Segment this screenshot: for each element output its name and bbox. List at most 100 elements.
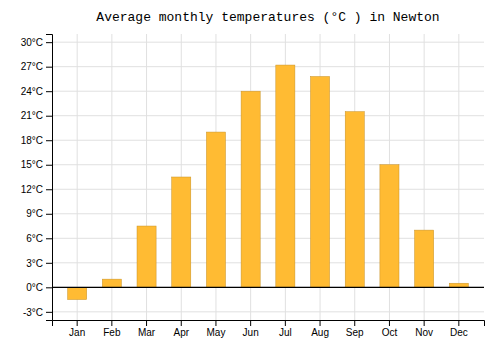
tick: Jun [243,320,259,338]
tick: 6°C [26,233,52,244]
tick-mark [458,320,459,326]
tick: Jan [69,320,85,338]
grid-line [52,287,484,288]
tick-label: 21°C [21,110,43,121]
grid-line [52,164,484,165]
tick-label: Jan [69,327,85,338]
tick: Feb [103,320,121,338]
tick-label: Aug [311,327,329,338]
tick: Jul [279,320,292,338]
tick-mark [320,320,321,326]
tick: -3°C [23,307,52,318]
bar [206,132,225,287]
grid-line [52,66,484,67]
tick-mark [215,320,216,326]
tick-label: Feb [103,327,121,338]
grid-line [458,34,459,320]
tick: Dec [450,320,468,338]
tick-mark [146,320,147,326]
tick-mark [46,238,52,239]
tick-label: -3°C [23,307,43,318]
tick-mark [111,320,112,326]
tick-mark [250,320,251,326]
grid-line [52,91,484,92]
tick-mark [46,140,52,141]
tick: 24°C [21,86,52,97]
tick-mark [46,263,52,264]
bar [102,279,121,287]
tick-label: 0°C [26,282,43,293]
axis-line [53,321,485,327]
tick-mark [389,320,390,326]
title: Average monthly temperatures (°C ) in Ne… [96,10,439,25]
tick-mark [46,165,52,166]
tick-mark [424,320,425,326]
tick-mark [77,320,78,326]
tick: Mar [138,320,156,338]
grid-line [77,34,78,320]
grid-line [111,34,112,320]
tick-label: Sep [346,327,364,338]
tick-mark [46,91,52,92]
grid-line [52,115,484,116]
axis-line [46,35,53,321]
bar [415,230,434,287]
grid-line [52,189,484,190]
tick: Apr [173,320,189,338]
y-axis: -3°C 0°C 3°C 6°C 9°C 12°C 15°C 18°C 21°C 24°C 27°C… [21,35,53,321]
bar [345,112,364,288]
tick: 27°C [21,61,52,72]
tick: Sep [346,320,364,338]
tick-mark [46,189,52,190]
tick-label: Jun [243,327,259,338]
tick-label: May [206,327,225,338]
grid-line [52,140,484,141]
tick-mark [46,116,52,117]
tick: 18°C [21,135,52,146]
zero-line [52,287,484,288]
grid-line [52,42,484,43]
tick-label: 24°C [21,86,43,97]
tick-label: 27°C [21,61,43,72]
tick: Aug [311,320,329,338]
bar [241,91,260,287]
tick: 12°C [21,184,52,195]
tick-label: 9°C [26,208,43,219]
tick-label: 18°C [21,135,43,146]
tick: 21°C [21,110,52,121]
chart: Average monthly temperatures (°C ) in Ne… [0,0,500,350]
tick-mark [46,312,52,313]
tick: Nov [415,320,433,338]
bar [137,226,156,287]
tick-label: Jul [279,327,292,338]
tick-mark [46,287,52,288]
grid [52,34,484,320]
tick-mark [285,320,286,326]
tick-label: Dec [450,327,468,338]
tick: 3°C [26,258,52,269]
tick-mark [46,214,52,215]
tick-label: Mar [138,327,156,338]
bar [311,76,330,287]
grid-line [52,213,484,214]
bar [380,165,399,288]
tick-label: 3°C [26,258,43,269]
plot: -3°C 0°C 3°C 6°C 9°C 12°C 15°C 18°C 21°C 24°C 27°C… [21,34,485,338]
tick-label: Oct [382,327,398,338]
tick-label: Nov [415,327,433,338]
tick-mark [181,320,182,326]
tick-mark [354,320,355,326]
bar [68,287,87,299]
tick: May [206,320,225,338]
tick-mark [46,67,52,68]
bar [172,177,191,287]
tick: 0°C [26,282,52,293]
tick: Oct [382,320,398,338]
tick-label: 15°C [21,159,43,170]
tick-label: 30°C [21,37,43,48]
x-axis: Jan Feb Mar Apr May Jun Jul Aug Sep Oct Nov Dec [53,320,485,338]
tick: 30°C [21,37,52,48]
grid-line [52,311,484,312]
tick-label: Apr [173,327,189,338]
tick-label: 12°C [21,184,43,195]
